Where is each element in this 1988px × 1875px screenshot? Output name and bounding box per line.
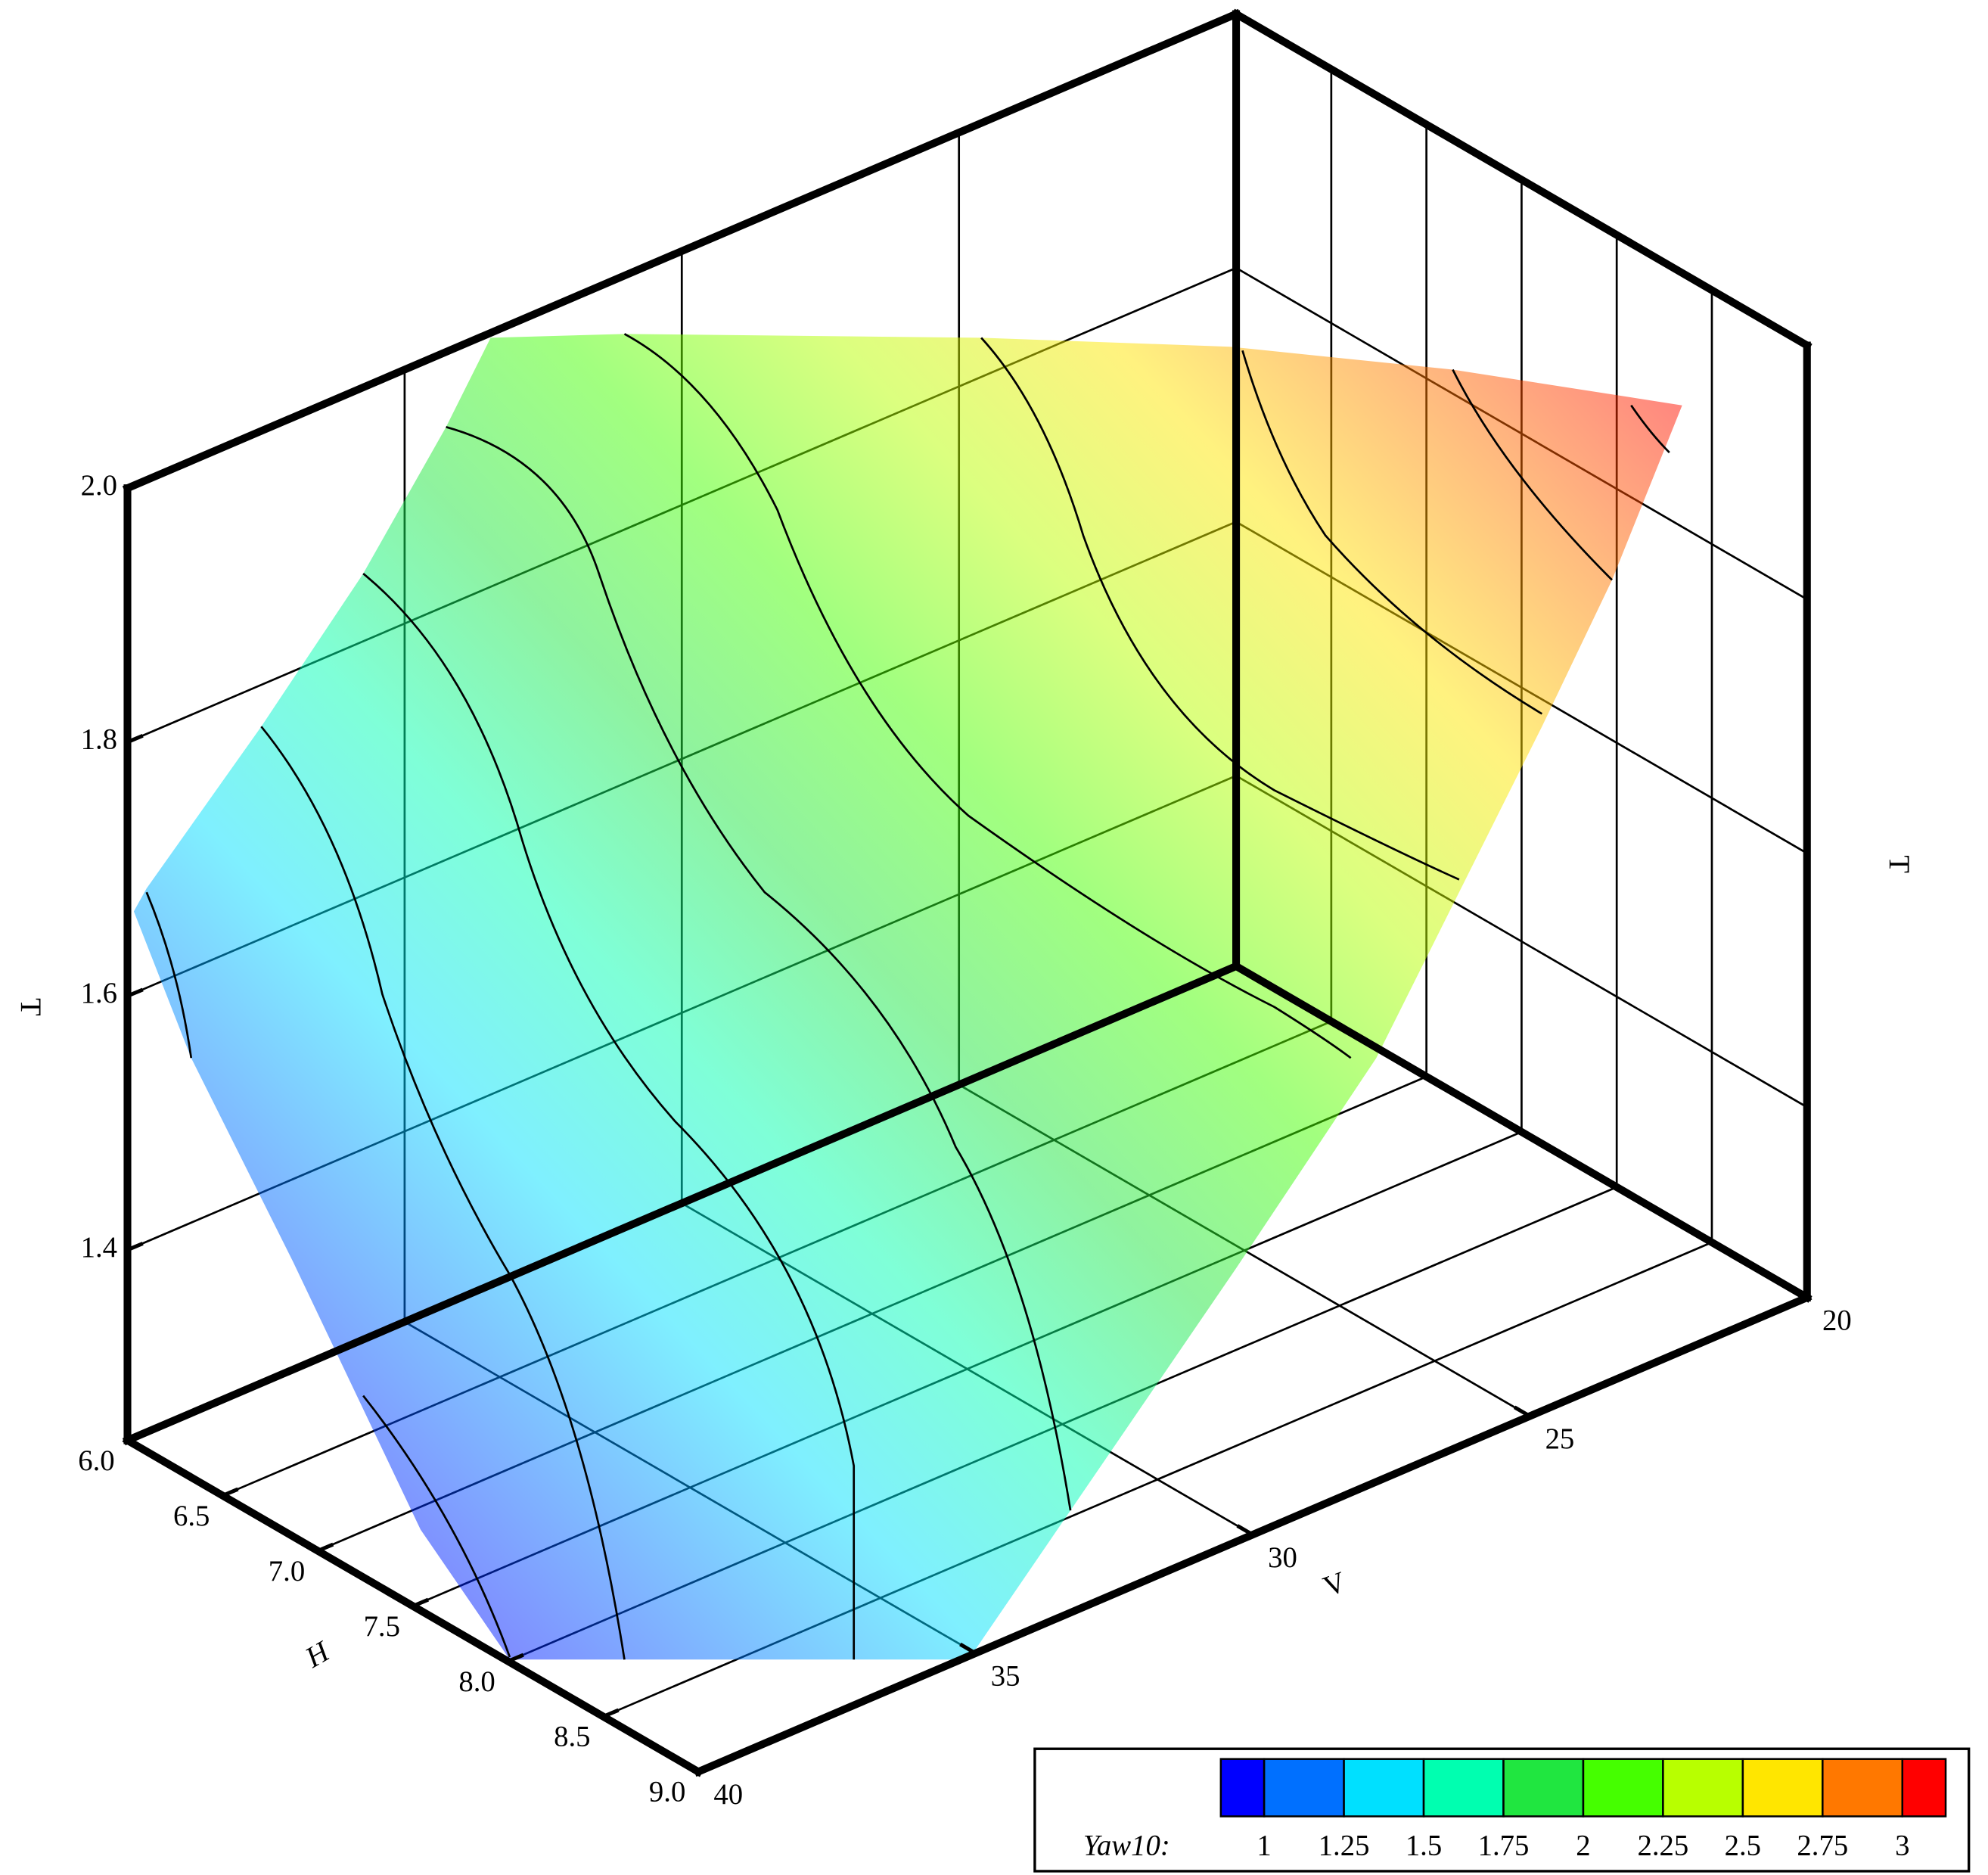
legend-swatch [1582, 1758, 1664, 1817]
y-tick-label: 20 [1822, 1304, 1852, 1336]
y-tick-label: 40 [713, 1778, 743, 1811]
contour-line [1241, 350, 1543, 715]
contour-line [260, 726, 626, 1660]
legend-swatch [1263, 1758, 1345, 1817]
tick-mark [1791, 1286, 1809, 1300]
contour-line [446, 426, 1072, 1511]
axis-edge [122, 8, 1241, 493]
legend-swatch [1422, 1758, 1505, 1817]
legend-swatch [1343, 1758, 1425, 1817]
legend-label: 1.25 [1319, 1830, 1370, 1862]
legend-swatch [1822, 1758, 1904, 1817]
legend-swatch [1901, 1758, 1947, 1817]
contour-line [1452, 368, 1613, 581]
tick-mark [697, 1763, 715, 1774]
contour-line [362, 573, 856, 1660]
axis-edge [122, 961, 1241, 1446]
x-tick-label: 7.0 [269, 1555, 305, 1587]
axes-box: 1.4 1.6 1.8 2.0 6.0 6.5 7.0 7.5 8.0 8.5 9.0 20 25 30 3… [78, 8, 1852, 1811]
tick-mark [126, 734, 144, 745]
tick-mark [507, 1653, 524, 1663]
z-tick-label: 1.8 [81, 723, 117, 756]
contours [145, 333, 1670, 1660]
tick-mark [126, 1242, 144, 1252]
z-tick-label: 1.4 [81, 1231, 117, 1264]
legend-label: 2 [1576, 1830, 1590, 1862]
legend-label: 2.5 [1725, 1830, 1761, 1862]
contour-line [980, 337, 1460, 881]
legend-label: 1.75 [1478, 1830, 1530, 1862]
x-tick-label: 8.5 [554, 1721, 590, 1753]
y-tick-label: 30 [1268, 1541, 1297, 1574]
legend-swatch [1219, 1758, 1266, 1817]
axis-title: T [1883, 855, 1915, 873]
tick-mark [602, 1708, 620, 1718]
tick-mark [126, 987, 144, 998]
x-tick-label: 8.0 [458, 1665, 495, 1698]
surface [133, 334, 1682, 1660]
legend-swatch [1741, 1758, 1824, 1817]
tick-mark [126, 1432, 144, 1442]
legend-label: 1 [1256, 1830, 1271, 1862]
legend: Yaw10: 1 1.25 1.5 1.75 2 2.25 2.5 2.75 3 [1033, 1747, 1971, 1873]
tick-mark [126, 480, 144, 490]
legend-label: 1.5 [1406, 1830, 1442, 1862]
legend-swatch [1662, 1758, 1744, 1817]
axis-title: V [1319, 1566, 1350, 1603]
tick-mark [682, 1761, 700, 1774]
tick-mark [412, 1597, 430, 1608]
axis-title: H [300, 1634, 336, 1674]
legend-title: Yaw10: [1083, 1830, 1170, 1862]
tick-mark [222, 1487, 239, 1497]
axis-edge [1231, 8, 1812, 351]
contour-line [362, 1395, 511, 1658]
axis-title: T [14, 998, 47, 1016]
x-tick-label: 6.5 [173, 1500, 210, 1532]
legend-label: 3 [1895, 1830, 1909, 1862]
z-tick-label: 2.0 [81, 469, 117, 502]
contour-line [1630, 404, 1670, 453]
z-tick-label: 1.6 [81, 977, 117, 1009]
x-tick-label: 7.5 [364, 1610, 400, 1643]
legend-swatch [1502, 1758, 1585, 1817]
axis-edge [1231, 960, 1812, 1303]
tick-mark [317, 1542, 334, 1553]
y-tick-label: 35 [991, 1659, 1020, 1692]
legend-label: 2.25 [1637, 1830, 1688, 1862]
y-tick-label: 25 [1545, 1423, 1575, 1455]
contour-line [145, 891, 193, 1059]
x-tick-label: 9.0 [649, 1776, 685, 1808]
legend-label: 2.75 [1797, 1830, 1848, 1862]
x-tick-label: 6.0 [78, 1444, 114, 1477]
tick-mark [1236, 1524, 1254, 1537]
tick-mark [959, 1642, 977, 1656]
tick-mark [1513, 1405, 1531, 1418]
contour-line [623, 333, 1352, 1059]
